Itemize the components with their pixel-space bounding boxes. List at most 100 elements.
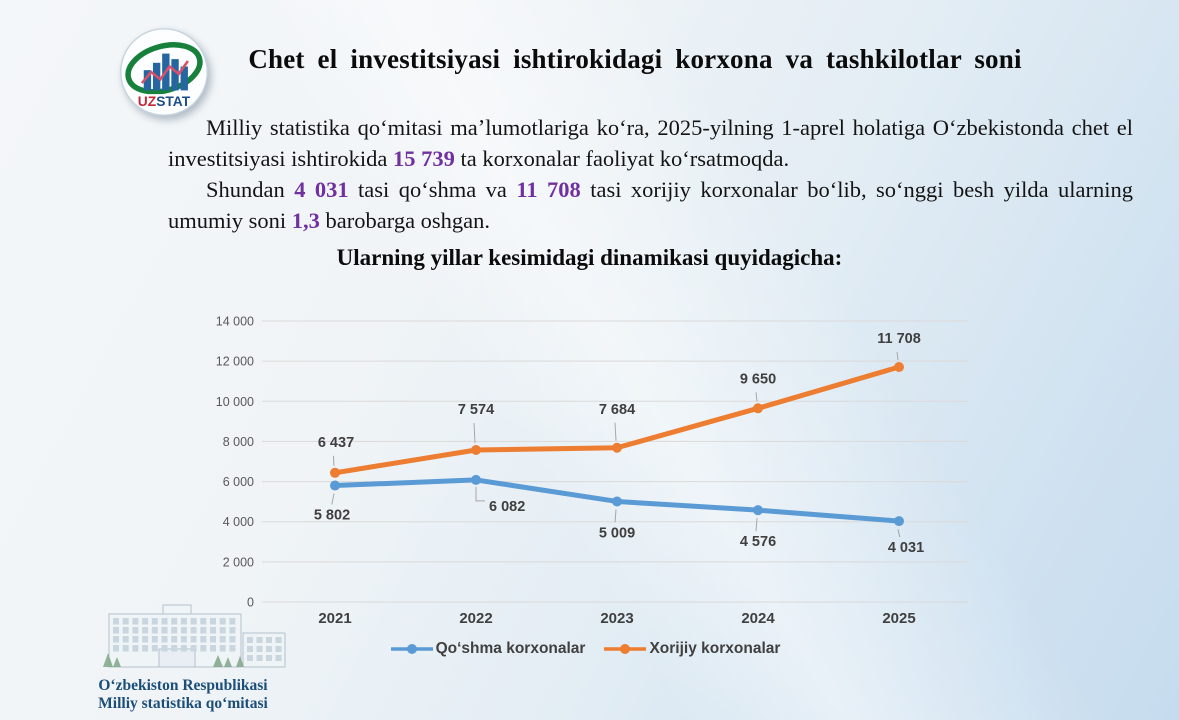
building-window — [210, 627, 216, 634]
building-window — [151, 627, 158, 634]
data-point-marker — [612, 442, 622, 453]
x-axis-tick-label: 2025 — [882, 610, 915, 627]
building-window — [247, 655, 253, 661]
dynamics-line-chart: 0 2 000 4 000 6 000 8 000 10 000 12 000 14 000 2… — [200, 300, 1000, 632]
footer-caption: Oʻzbekiston Respublikasi Milliy statisti… — [83, 677, 283, 713]
building-window — [180, 618, 187, 625]
label-leader-line — [331, 493, 335, 505]
building-window — [122, 645, 129, 652]
data-point-label: 4 576 — [740, 534, 776, 550]
building-window — [161, 627, 168, 634]
chart-subtitle: Ularning yillar kesimidagi dinamikasi qu… — [336, 245, 843, 270]
data-point-marker — [753, 403, 763, 414]
building-window — [219, 618, 226, 625]
building-window — [122, 627, 129, 634]
x-axis-tick-label: 2024 — [741, 610, 775, 627]
label-leader-line — [896, 351, 899, 361]
building-window — [132, 618, 139, 625]
data-point-label: 5 009 — [599, 525, 635, 541]
legend-label: Xorijiy korxonalar — [649, 640, 781, 657]
building-window — [200, 636, 207, 643]
trees — [103, 653, 244, 667]
building-window — [266, 637, 272, 643]
label-leader-line — [755, 392, 758, 402]
y-axis-tick-label: 4 000 — [223, 515, 254, 529]
label-leader-line — [332, 455, 335, 466]
building-window — [190, 627, 197, 634]
data-point-marker — [612, 496, 622, 507]
data-point-marker — [330, 480, 340, 491]
data-point-label: 7 574 — [458, 402, 494, 418]
building-graphic — [103, 604, 286, 668]
building-window — [219, 636, 226, 643]
building-window — [200, 618, 207, 625]
intro-paragraph-2: Shundan 4 031 tasi qoʻshma va 11 708 tas… — [168, 174, 1133, 236]
legend-item: Xorijiy korxonalar — [603, 640, 780, 658]
building-window — [161, 645, 168, 652]
building-window — [151, 618, 158, 625]
intro-paragraph-1: Milliy statistika qoʻmitasi maʼlumotlari… — [168, 112, 1133, 174]
text-segment: tasi xorijiy korxonalar boʻlib, soʻnggi … — [168, 177, 1134, 233]
data-point-marker — [894, 362, 904, 373]
text-segment: Milliy statistika qoʻmitasi maʼlumotlari… — [168, 115, 1133, 171]
building-window — [171, 627, 178, 634]
building-window — [210, 645, 216, 652]
highlighted-number: 11 708 — [516, 177, 581, 202]
building-window — [171, 645, 178, 652]
building-window — [247, 646, 253, 652]
label-leader-line — [755, 518, 758, 532]
data-point-label: 5 802 — [314, 508, 350, 524]
data-point-label: 9 650 — [740, 371, 776, 387]
data-point-label: 4 031 — [888, 540, 924, 556]
chart-legend: Qoʻshma korxonalar Xorijiy korxonalar — [170, 637, 1000, 661]
building-window — [219, 645, 226, 652]
building-window — [275, 655, 282, 661]
data-point-marker — [330, 467, 340, 478]
building-window — [132, 636, 139, 643]
building-window — [171, 636, 178, 643]
line-chart-canvas: 0 2 000 4 000 6 000 8 000 10 000 12 000 14 000 2… — [216, 315, 968, 627]
building-window — [180, 636, 187, 643]
y-axis-tick-label: 14 000 — [216, 315, 254, 329]
building-window — [122, 618, 129, 625]
building-window — [142, 618, 149, 625]
uzstat-logo-graphic: UZSTAT — [120, 28, 208, 116]
building-window — [113, 636, 119, 643]
legend-marker-icon — [390, 644, 433, 654]
building-window — [151, 636, 158, 643]
building-window — [266, 646, 272, 652]
x-axis-tick-label: 2021 — [318, 610, 351, 627]
building-window — [142, 645, 149, 652]
building-window — [132, 627, 139, 634]
building-window — [180, 645, 187, 652]
building-window — [247, 637, 253, 643]
building-window — [256, 637, 263, 643]
building-window — [210, 636, 216, 643]
building-illustration-icon — [93, 601, 291, 673]
data-point-label: 6 082 — [489, 499, 525, 515]
y-axis-tick-label: 0 — [247, 596, 254, 610]
building-window — [113, 645, 119, 652]
building-window — [219, 627, 226, 634]
intro-text: Milliy statistika qoʻmitasi maʼlumotlari… — [168, 112, 1133, 236]
text-segment: ta korxonalar faoliyat koʻrsatmoqda. — [454, 146, 790, 171]
highlighted-number: 4 031 — [294, 177, 349, 202]
building-window — [200, 627, 207, 634]
building-window — [171, 618, 178, 625]
page-title: Chet el investitsiyasi ishtirokidagi kor… — [248, 44, 1022, 74]
building-window — [161, 618, 168, 625]
building-window — [229, 645, 236, 652]
highlighted-number: 1,3 — [291, 208, 320, 233]
x-axis-tick-label: 2023 — [600, 610, 633, 627]
label-leader-line — [475, 486, 485, 502]
building-window — [190, 618, 197, 625]
building-window — [190, 636, 197, 643]
building-window — [113, 618, 119, 625]
data-point-marker — [894, 516, 904, 527]
building-window — [142, 636, 149, 643]
building-window — [161, 636, 168, 643]
label-leader-line — [473, 422, 476, 444]
building-window — [200, 645, 207, 652]
building-window — [229, 627, 236, 634]
